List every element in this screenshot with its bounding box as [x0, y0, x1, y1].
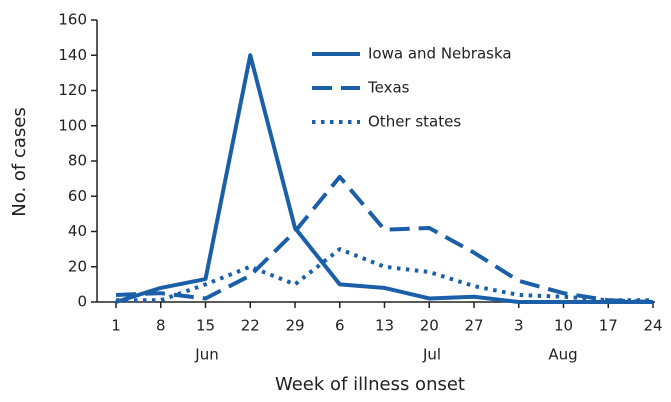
x-axis-label: Week of illness onset	[275, 374, 465, 395]
y-tick-label: 140	[58, 46, 87, 64]
x-tick-label: 17	[599, 317, 618, 335]
y-tick-label: 0	[77, 293, 87, 311]
x-tick-label: 27	[464, 317, 483, 335]
y-tick-label: 100	[58, 116, 87, 134]
x-tick-label: 22	[241, 317, 260, 335]
x-tick-label: 8	[156, 317, 166, 335]
legend-label: Texas	[367, 79, 410, 97]
x-tick-label: 20	[420, 317, 439, 335]
series-line	[115, 174, 654, 304]
x-tick-label: 24	[643, 317, 662, 335]
y-tick-label: 80	[68, 152, 87, 170]
series-line	[116, 247, 653, 303]
month-label: Jul	[422, 346, 441, 364]
y-tick-label: 40	[68, 222, 87, 240]
x-tick-label: 3	[514, 317, 524, 335]
x-tick-label: 29	[285, 317, 304, 335]
x-tick-label: 10	[554, 317, 573, 335]
y-tick-label: 160	[58, 11, 87, 29]
y-axis-label: No. of cases	[9, 107, 30, 216]
x-tick-label: 6	[335, 317, 345, 335]
month-label: Aug	[548, 346, 577, 364]
x-tick-label: 13	[375, 317, 394, 335]
x-tick-label: 15	[196, 317, 215, 335]
x-tick-label: 1	[111, 317, 121, 335]
y-tick-label: 60	[68, 187, 87, 205]
month-label: Jun	[194, 346, 218, 364]
y-tick-label: 120	[58, 81, 87, 99]
legend-label: Other states	[368, 113, 461, 131]
y-tick-label: 20	[68, 257, 87, 275]
legend-label: Iowa and Nebraska	[368, 45, 512, 63]
series-line	[115, 53, 653, 304]
